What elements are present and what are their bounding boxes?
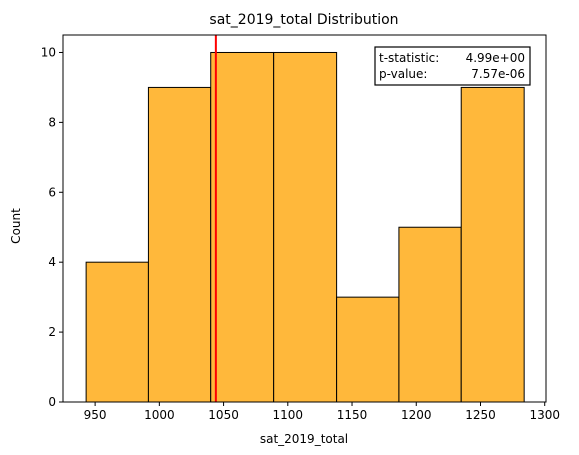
chart-title: sat_2019_total Distribution xyxy=(209,12,398,28)
p-value-label: p-value: xyxy=(379,67,427,81)
histogram-bar xyxy=(461,87,524,402)
y-axis-label: Count xyxy=(9,208,23,244)
x-tick-label: 1100 xyxy=(273,408,304,422)
stats-annotation: t-statistic: 4.99e+00 p-value: 7.57e-06 xyxy=(375,47,530,85)
y-tick-label: 10 xyxy=(41,45,56,59)
x-tick-label: 1250 xyxy=(465,408,496,422)
y-tick-label: 4 xyxy=(48,255,56,269)
plot-area: 950 1000 1050 1100 1150 1200 1250 1300 0 2 4 6 8 10 xyxy=(41,35,560,422)
t-statistic-value: 4.99e+00 xyxy=(466,51,525,65)
x-axis-label: sat_2019_total xyxy=(260,432,348,446)
x-tick-label: 1150 xyxy=(337,408,368,422)
histogram-bar xyxy=(148,87,210,402)
y-tick-label: 0 xyxy=(48,395,56,409)
histogram-bar xyxy=(86,262,148,402)
y-tick-label: 2 xyxy=(48,325,56,339)
histogram-bar xyxy=(399,227,461,402)
x-tick-label: 1200 xyxy=(401,408,432,422)
histogram-bar xyxy=(211,52,274,402)
x-tick-label: 1000 xyxy=(144,408,175,422)
histogram-bar xyxy=(337,297,399,402)
p-value-value: 7.57e-06 xyxy=(471,67,525,81)
y-tick-label: 6 xyxy=(48,185,56,199)
histogram-bar xyxy=(274,52,337,402)
x-tick-label: 950 xyxy=(84,408,107,422)
y-tick-label: 8 xyxy=(48,115,56,129)
x-tick-label: 1050 xyxy=(208,408,239,422)
t-statistic-label: t-statistic: xyxy=(379,51,439,65)
x-tick-label: 1300 xyxy=(529,408,560,422)
